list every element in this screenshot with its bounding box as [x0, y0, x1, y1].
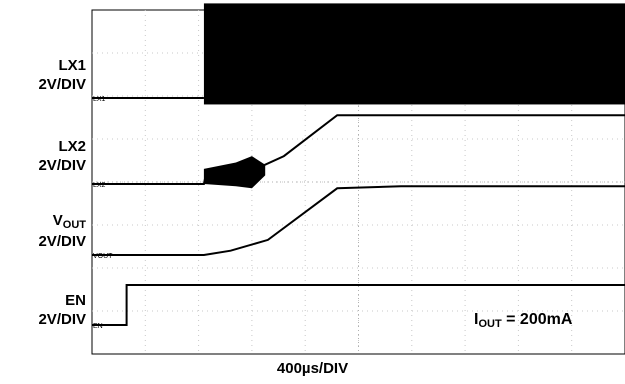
vout-scale: 2V/DIV	[38, 233, 86, 250]
vout-ref-label: VOUT	[93, 253, 113, 260]
lx1-ref-label: LX1	[93, 96, 106, 103]
en-scale: 2V/DIV	[38, 311, 86, 328]
vout-name: VOUT	[52, 212, 86, 231]
lx1-channel-label: LX1 2V/DIV	[6, 56, 86, 94]
en-trace	[92, 284, 625, 326]
lx1-switching-band	[203, 3, 625, 105]
lx2-name: LX2	[58, 138, 86, 155]
x-axis-label: 400µs/DIV	[276, 360, 349, 377]
en-name: EN	[65, 292, 86, 309]
lx2-scale: 2V/DIV	[38, 157, 86, 174]
vout-channel-label: VOUT 2V/DIV	[6, 211, 86, 251]
load-current-annotation: IOUT = 200mA	[474, 311, 573, 330]
reference-labels: LX1 LX2 VOUT EN	[93, 96, 113, 330]
lx1-name: LX1	[58, 57, 86, 74]
lx2-channel-label: LX2 2V/DIV	[6, 137, 86, 175]
en-ref-label: EN	[93, 323, 103, 330]
traces	[92, 3, 625, 326]
lx1-scale: 2V/DIV	[38, 76, 86, 93]
vout-trace	[92, 185, 625, 256]
lx2-switching-burst	[203, 156, 266, 189]
en-channel-label: EN 2V/DIV	[6, 291, 86, 329]
lx2-ref-label: LX2	[93, 182, 106, 189]
